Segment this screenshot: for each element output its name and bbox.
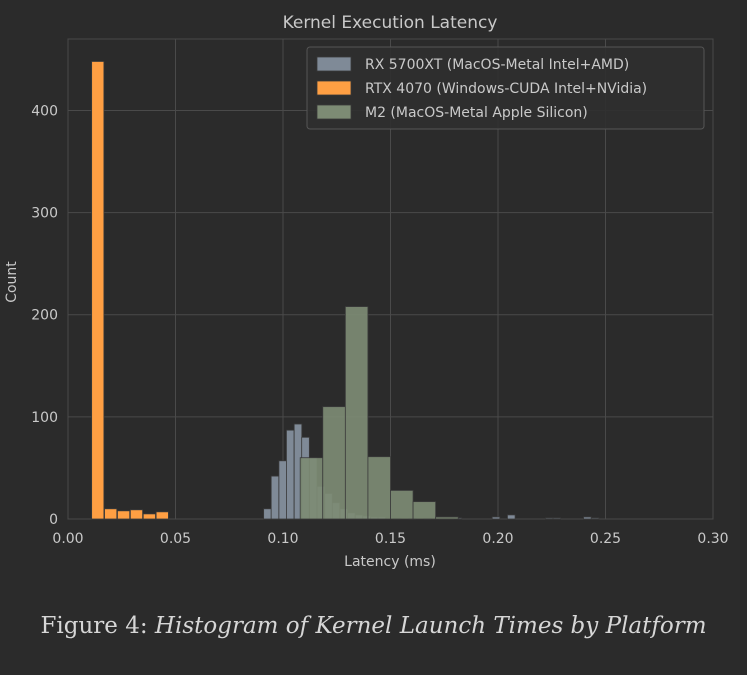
legend-swatch [316,56,352,72]
legend: RX 5700XT (MacOS-Metal Intel+AMD) RTX 407… [306,46,705,130]
histogram-bar [367,456,391,520]
histogram-bar [552,517,562,520]
legend-swatch [316,80,352,96]
caption-label: Figure 4: [40,613,148,639]
y-tick-label: 300 [31,206,58,222]
x-tick-label: 0.05 [160,531,191,547]
histogram-bar [278,460,287,520]
x-tick-label: 0.20 [482,531,513,547]
chart-title: Kernel Execution Latency [283,13,498,33]
histogram-bar [545,517,554,520]
figure-caption: Figure 4: Histogram of Kernel Launch Tim… [0,613,747,639]
x-tick-label: 0.30 [697,531,728,547]
histogram-bar [129,509,144,520]
y-tick-label: 0 [49,512,58,528]
histogram-bar [104,508,118,520]
x-tick-label: 0.25 [590,531,621,547]
histogram-bar [91,61,105,520]
series-2-bars [299,306,459,520]
histogram-bar [435,516,459,520]
histogram-bar [155,511,169,520]
series-1-bars [91,61,169,520]
tick-labels: 0.00 0.05 0.10 0.15 0.20 0.25 0.30 0 100 200 300 40… [31,103,728,547]
y-axis-label: Count [4,261,20,303]
histogram-bar [590,517,600,520]
histogram-bar [412,501,437,520]
y-tick-label: 100 [31,410,58,426]
histogram-bar [583,516,592,520]
histogram-bar [390,490,414,520]
x-tick-label: 0.15 [375,531,406,547]
legend-label: M2 (MacOS-Metal Apple Silicon) [365,105,588,121]
bars [91,61,600,520]
histogram-bar [142,513,156,520]
y-tick-label: 200 [31,308,58,324]
legend-box [306,46,705,130]
x-tick-label: 0.00 [52,531,83,547]
caption-text: Histogram of Kernel Launch Times by Plat… [154,613,707,639]
x-axis-label: Latency (ms) [344,554,436,570]
legend-label: RX 5700XT (MacOS-Metal Intel+AMD) [365,57,629,73]
histogram-bar [299,457,324,520]
histogram-chart: Kernel Execution Latency 0.00 0.05 0.10 0.1… [4,13,729,570]
histogram-bar [263,508,272,520]
histogram-bar [344,306,369,520]
legend-swatch [316,104,352,120]
histogram-bar [507,514,516,520]
histogram-bar [322,406,346,520]
histogram-bar [270,475,280,520]
histogram-bar [286,429,295,520]
histogram-bar [491,516,501,520]
x-tick-label: 0.10 [267,531,298,547]
y-tick-label: 400 [31,103,58,119]
legend-label: RTX 4070 (Windows-CUDA Intel+NVidia) [365,81,647,97]
histogram-bar [117,510,131,520]
